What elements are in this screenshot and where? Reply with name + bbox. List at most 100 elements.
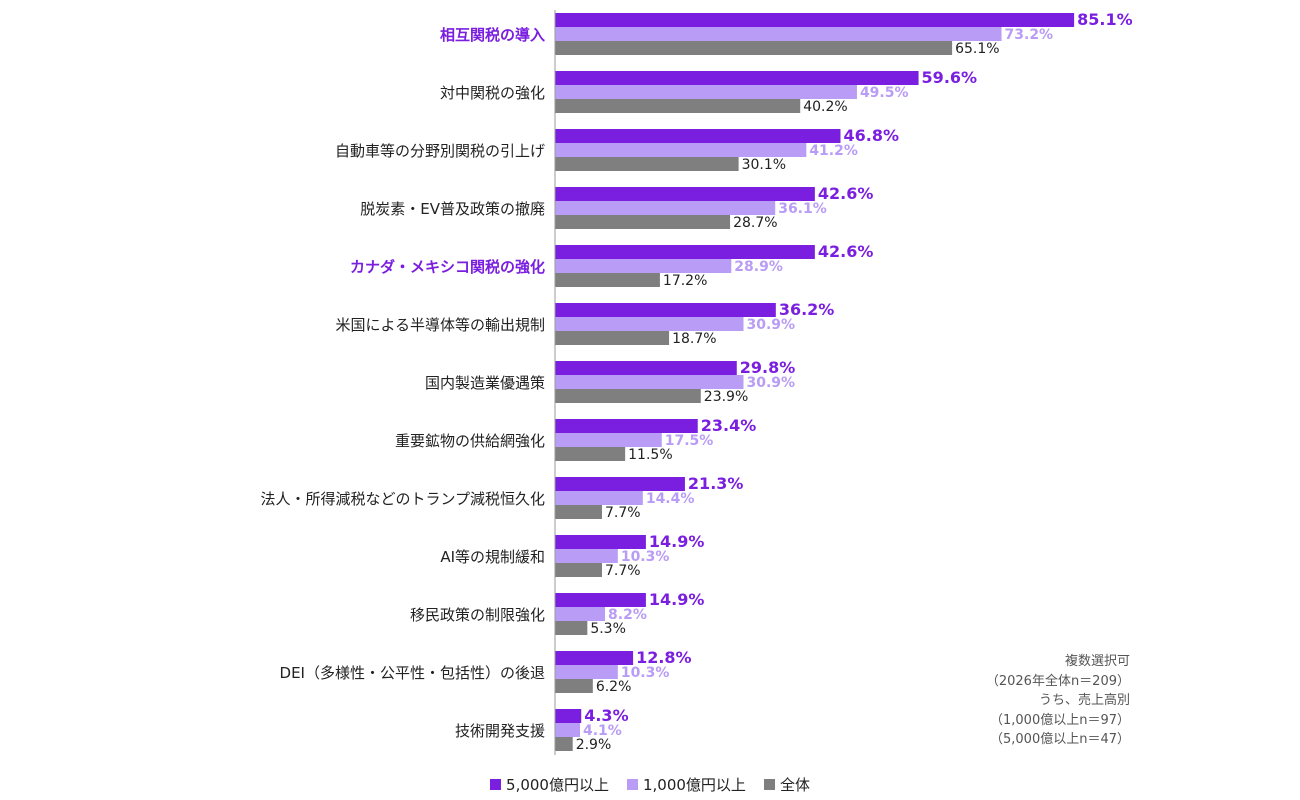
note-line: 複数選択可 [1064, 654, 1130, 669]
note-line: （5,000億以上n＝47） [990, 732, 1130, 747]
data-label: 73.2% [1005, 27, 1054, 43]
data-label: 7.7% [605, 563, 641, 579]
legend-item-1000: 1,000億円以上 [626, 774, 746, 795]
bar-1 [555, 317, 744, 331]
bar-0 [555, 709, 582, 723]
legend-item-5000: 5,000億円以上 [490, 774, 609, 795]
data-label: 8.2% [608, 607, 647, 623]
category-label: 法人・所得減税などのトランプ減税恒久化 [260, 490, 545, 508]
bar-1 [555, 433, 662, 447]
data-label: 14.9% [649, 590, 705, 609]
data-label: 40.2% [803, 99, 847, 115]
bar-1 [555, 491, 643, 505]
bar-0 [555, 361, 737, 375]
bar-0 [555, 13, 1075, 27]
data-label: 30.9% [746, 317, 795, 333]
legend-label: 全体 [779, 775, 810, 794]
bar-0 [555, 419, 698, 433]
data-label: 17.2% [663, 273, 707, 289]
legend-label: 1,000億円以上 [642, 775, 746, 794]
bar-2 [555, 331, 670, 345]
data-label: 10.3% [621, 665, 670, 681]
category-label: 国内製造業優遇策 [425, 374, 545, 392]
bar-1 [555, 723, 581, 737]
bar-2 [555, 215, 731, 229]
data-label: 23.4% [701, 416, 757, 435]
bar-2 [555, 389, 701, 403]
bar-1 [555, 607, 606, 621]
data-label: 21.3% [688, 474, 744, 493]
data-label: 36.1% [778, 201, 827, 217]
data-label: 23.9% [704, 389, 748, 405]
bar-0 [555, 651, 634, 665]
sample-note: 複数選択可 （2026年全体n＝209） うち、売上高別 （1,000億以上n＝… [930, 652, 1130, 750]
data-label: 4.3% [584, 706, 628, 725]
category-label: 米国による半導体等の輸出規制 [335, 316, 545, 334]
legend-swatch [763, 778, 775, 790]
bar-0 [555, 187, 815, 201]
data-label: 59.6% [922, 68, 978, 87]
category-label: 技術開発支援 [455, 722, 545, 740]
legend-item-total: 全体 [763, 774, 810, 795]
bar-1 [555, 85, 857, 99]
bar-2 [555, 737, 573, 751]
bar-1 [555, 143, 807, 157]
bar-2 [555, 41, 953, 55]
data-label: 85.1% [1077, 10, 1133, 29]
legend-swatch [626, 778, 638, 790]
bar-2 [555, 563, 602, 577]
category-label: 移民政策の制限強化 [410, 606, 545, 624]
data-label: 36.2% [779, 300, 835, 319]
bar-2 [555, 621, 588, 635]
data-label: 6.2% [596, 679, 632, 695]
category-label: 対中関税の強化 [440, 84, 545, 102]
bar-2 [555, 447, 626, 461]
bar-0 [555, 535, 646, 549]
bar-0 [555, 71, 919, 85]
bar-0 [555, 303, 776, 317]
data-label: 46.8% [843, 126, 899, 145]
data-label: 14.9% [649, 532, 705, 551]
category-label: AI等の規制緩和 [440, 548, 545, 566]
legend-label: 5,000億円以上 [506, 775, 609, 794]
bar-0 [555, 593, 646, 607]
data-label: 65.1% [955, 41, 999, 57]
bar-2 [555, 679, 593, 693]
data-label: 10.3% [621, 549, 670, 565]
legend-swatch [490, 778, 502, 790]
bar-0 [555, 245, 815, 259]
data-label: 41.2% [809, 143, 858, 159]
data-label: 28.7% [733, 215, 777, 231]
bar-2 [555, 505, 602, 519]
data-label: 28.9% [734, 259, 783, 275]
data-label: 18.7% [672, 331, 716, 347]
data-label: 30.1% [742, 157, 786, 173]
bar-1 [555, 259, 732, 273]
bar-1 [555, 549, 618, 563]
category-label: DEI（多様性・公平性・包括性）の後退 [280, 664, 545, 682]
bar-1 [555, 201, 776, 215]
category-label: 自動車等の分野別関税の引上げ [335, 142, 545, 160]
category-label: 脱炭素・EV普及政策の撤廃 [360, 200, 545, 218]
data-label: 11.5% [628, 447, 672, 463]
data-label: 49.5% [860, 85, 909, 101]
data-label: 2.9% [576, 737, 612, 753]
bar-1 [555, 665, 618, 679]
note-line: （2026年全体n＝209） [985, 673, 1130, 689]
note-line: うち、売上高別 [1038, 693, 1130, 708]
data-label: 17.5% [665, 433, 714, 449]
bar-1 [555, 375, 744, 389]
bar-0 [555, 129, 841, 143]
note-line: （1,000億以上n＝97） [990, 712, 1130, 728]
data-label: 42.6% [818, 242, 874, 261]
bar-2 [555, 157, 739, 171]
data-label: 4.1% [583, 723, 622, 739]
data-label: 12.8% [636, 648, 692, 667]
data-label: 7.7% [605, 505, 641, 521]
data-label: 5.3% [590, 621, 626, 637]
category-label: 重要鉱物の供給網強化 [395, 432, 545, 450]
data-label: 42.6% [818, 184, 874, 203]
bar-0 [555, 477, 685, 491]
data-label: 29.8% [740, 358, 796, 377]
